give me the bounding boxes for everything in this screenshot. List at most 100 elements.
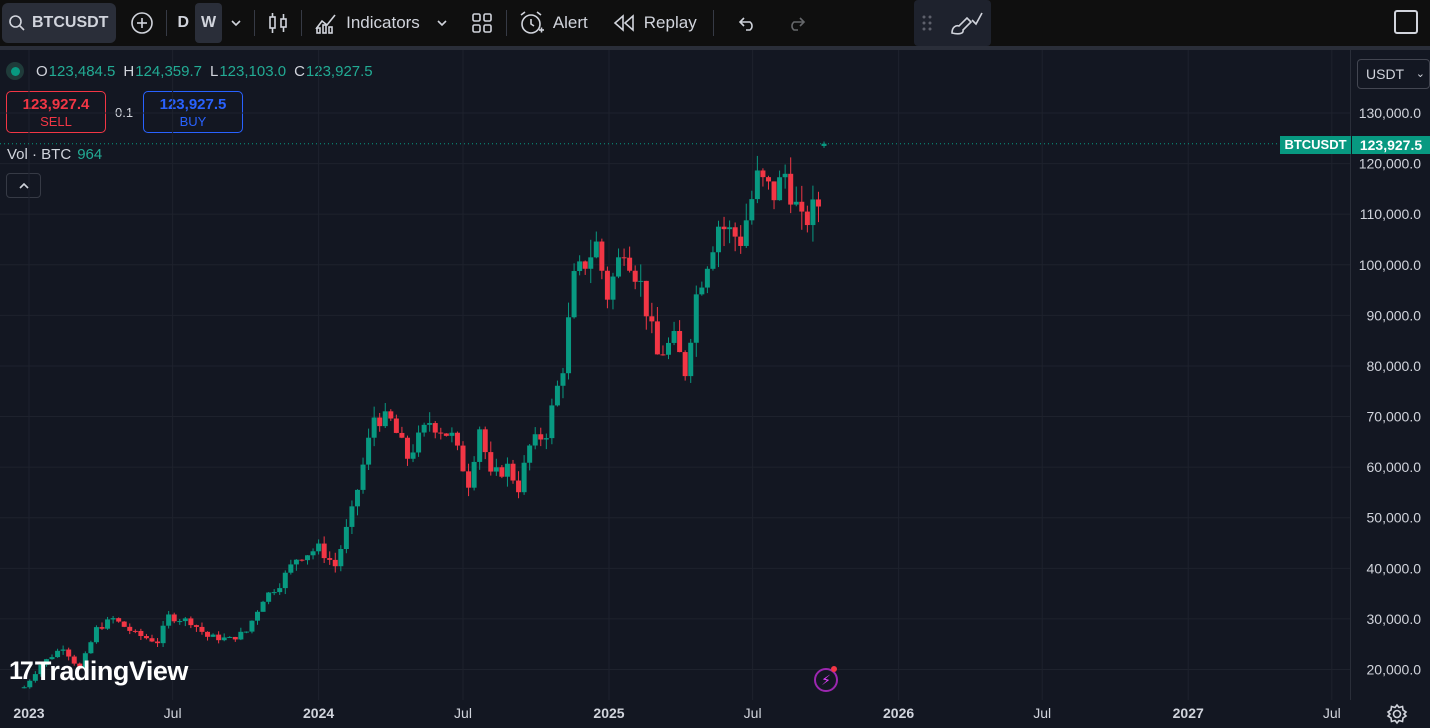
candle-body bbox=[732, 227, 738, 237]
y-tick-label: 90,000.0 bbox=[1367, 307, 1422, 323]
candle bbox=[699, 281, 705, 296]
candle bbox=[721, 216, 727, 247]
candle bbox=[404, 435, 410, 466]
candle-body bbox=[143, 636, 149, 639]
candle bbox=[671, 321, 677, 346]
indicators-icon bbox=[315, 14, 336, 34]
price-axis: 20,000.0 30,000.0 40,000.0 50,000.0 60,000.0… bbox=[1359, 105, 1422, 678]
candle-body bbox=[516, 480, 522, 493]
symbol-search-button[interactable]: BTCUSDT bbox=[2, 3, 117, 43]
candle-body bbox=[310, 551, 316, 556]
candle bbox=[304, 555, 310, 565]
chevron-down-icon bbox=[437, 20, 447, 27]
candle bbox=[588, 239, 594, 284]
candle bbox=[421, 422, 427, 437]
candle bbox=[377, 412, 383, 432]
candle-body bbox=[510, 463, 516, 481]
indicators-dropdown-button[interactable] bbox=[428, 3, 456, 43]
candle-body bbox=[277, 588, 283, 593]
candle bbox=[316, 539, 322, 555]
currency-value: USDT bbox=[1366, 66, 1405, 82]
spread-value: 0.1 bbox=[115, 105, 134, 120]
candle bbox=[349, 500, 355, 534]
events-lightning-icon[interactable]: ⚡ bbox=[814, 668, 838, 692]
candle-body bbox=[566, 317, 572, 374]
x-tick-label: Jul bbox=[1033, 705, 1051, 721]
collapse-legend-button[interactable] bbox=[6, 173, 41, 198]
buy-button[interactable]: 123,927.5 BUY bbox=[143, 91, 243, 133]
candle bbox=[393, 414, 399, 434]
brush-icon[interactable] bbox=[949, 10, 983, 36]
candle-body bbox=[249, 620, 255, 632]
candle bbox=[682, 350, 688, 381]
chart-type-button[interactable] bbox=[259, 3, 297, 43]
candle-body bbox=[693, 294, 699, 343]
layouts-button[interactable] bbox=[462, 3, 502, 43]
volume-legend[interactable]: Vol · BTC 964 bbox=[7, 146, 102, 163]
candle-body bbox=[616, 257, 622, 277]
gear-icon[interactable] bbox=[1386, 703, 1408, 725]
candle bbox=[99, 622, 105, 630]
candle bbox=[493, 458, 499, 476]
y-tick-label: 30,000.0 bbox=[1367, 611, 1422, 627]
chevron-down-icon: ⌄ bbox=[1415, 68, 1425, 80]
logo-text: TradingView bbox=[34, 656, 189, 686]
candle-body bbox=[260, 601, 266, 612]
candle bbox=[793, 186, 799, 207]
indicators-button[interactable]: Indicators bbox=[306, 3, 428, 43]
undo-button[interactable] bbox=[728, 3, 766, 43]
candle bbox=[132, 629, 138, 634]
x-tick-label: 2027 bbox=[1173, 705, 1204, 721]
candle-body bbox=[571, 271, 577, 318]
currency-select[interactable]: USDT ⌄ bbox=[1357, 59, 1430, 89]
sell-button[interactable]: 123,927.4 SELL bbox=[6, 91, 106, 133]
candle bbox=[549, 398, 555, 445]
candle bbox=[410, 444, 416, 463]
timeframe-d-button[interactable]: D bbox=[177, 14, 189, 31]
candle bbox=[449, 427, 455, 443]
redo-icon bbox=[790, 17, 805, 31]
candle-body bbox=[316, 543, 322, 552]
fullscreen-button[interactable] bbox=[1394, 10, 1418, 34]
candle-body bbox=[649, 316, 655, 322]
compare-symbol-button[interactable] bbox=[122, 3, 162, 43]
x-tick-label: 2024 bbox=[303, 705, 334, 721]
candle bbox=[815, 191, 821, 223]
top-toolbar: BTCUSDT D W Indicators Alert Replay bbox=[0, 0, 1430, 50]
low-value: 123,103.0 bbox=[219, 62, 287, 80]
candle bbox=[416, 425, 422, 457]
drawing-toolbar-group bbox=[914, 0, 991, 46]
candle bbox=[788, 157, 794, 214]
replay-button[interactable]: Replay bbox=[604, 3, 705, 43]
candle bbox=[327, 551, 333, 565]
candle-body bbox=[221, 637, 227, 641]
candle bbox=[288, 559, 294, 575]
market-status-icon[interactable] bbox=[6, 62, 24, 80]
open-value: 123,484.5 bbox=[48, 62, 116, 80]
candle-body bbox=[599, 241, 605, 271]
candle bbox=[338, 545, 344, 572]
timeframe-dropdown-button[interactable] bbox=[222, 3, 250, 43]
separator bbox=[505, 10, 507, 36]
candle-body bbox=[604, 270, 610, 300]
timeframe-w-button[interactable]: W bbox=[195, 3, 223, 43]
redo-button[interactable] bbox=[778, 3, 816, 43]
candle bbox=[604, 266, 610, 309]
candle-body bbox=[771, 181, 777, 201]
drag-handle-icon[interactable] bbox=[922, 14, 932, 32]
candle bbox=[743, 203, 749, 248]
candle bbox=[727, 220, 733, 244]
tradingview-logo[interactable]: 17 TradingView bbox=[9, 656, 188, 687]
candle-body bbox=[710, 252, 716, 269]
candle bbox=[366, 428, 372, 470]
candle bbox=[704, 266, 710, 294]
candle-body bbox=[660, 354, 666, 356]
low-key: L bbox=[209, 62, 219, 80]
y-tick-label: 110,000.0 bbox=[1360, 206, 1421, 222]
candle-body bbox=[821, 143, 827, 146]
candle-body bbox=[243, 631, 249, 633]
candle-body bbox=[777, 177, 783, 201]
candle bbox=[105, 616, 111, 630]
candle bbox=[427, 412, 433, 432]
alert-button[interactable]: Alert bbox=[511, 3, 596, 43]
